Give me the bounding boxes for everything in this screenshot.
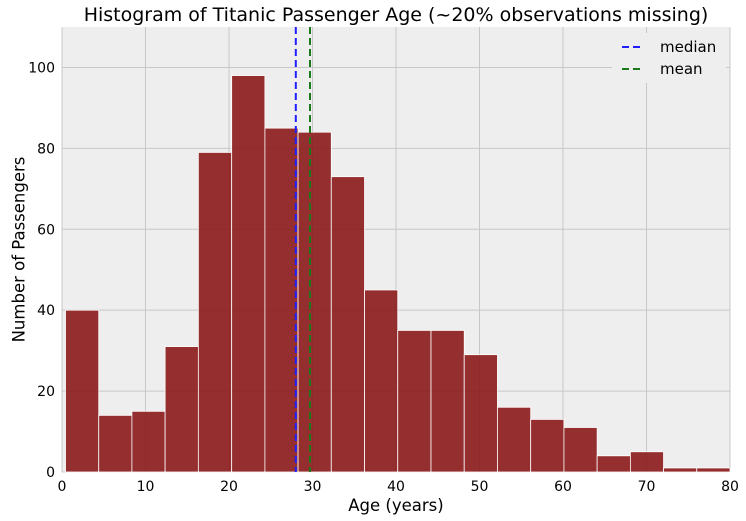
- x-tick-label: 40: [387, 479, 405, 495]
- histogram-bar: [264, 127, 299, 473]
- histogram-bar: [297, 131, 332, 473]
- histogram-bar: [98, 414, 133, 473]
- y-tick-label: 60: [37, 222, 55, 238]
- mean-legend-label: mean: [660, 60, 703, 78]
- y-axis-ticks: 0 20 40 60 80 100: [28, 60, 55, 481]
- histogram-bar: [563, 427, 598, 473]
- legend-box: [612, 33, 726, 83]
- x-tick-label: 70: [638, 479, 656, 495]
- y-axis-label: Number of Passengers: [10, 157, 29, 343]
- histogram-bar: [65, 309, 100, 473]
- histogram-bar: [463, 354, 498, 473]
- y-tick-label: 0: [46, 465, 55, 481]
- histogram-bar: [330, 176, 365, 473]
- statistic-lines: [294, 27, 311, 472]
- histogram-bar: [696, 467, 731, 473]
- histogram-bar: [131, 410, 166, 473]
- histogram-bars: [65, 75, 731, 473]
- median-legend-label: median: [660, 38, 716, 56]
- histogram-bar: [596, 455, 631, 473]
- x-tick-label: 80: [721, 479, 739, 495]
- x-tick-label: 20: [220, 479, 238, 495]
- histogram-bar: [530, 419, 565, 473]
- histogram-bar: [231, 75, 266, 473]
- x-axis-label: Age (years): [348, 496, 443, 515]
- x-tick-label: 10: [137, 479, 155, 495]
- histogram-bar: [164, 346, 199, 473]
- histogram-bar: [663, 467, 698, 473]
- histogram-bar: [430, 330, 465, 473]
- histogram-bar: [629, 451, 664, 473]
- legend: median mean: [612, 33, 726, 83]
- x-tick-label: 50: [471, 479, 489, 495]
- histogram-bar: [397, 330, 432, 473]
- y-tick-label: 100: [28, 60, 55, 76]
- x-tick-label: 60: [554, 479, 572, 495]
- histogram-bar: [197, 152, 233, 473]
- x-axis-ticks: 0 10 20 30 40 50 60 70 80: [58, 479, 739, 495]
- y-tick-label: 40: [37, 303, 55, 319]
- histogram-bar: [364, 289, 399, 473]
- x-tick-label: 30: [304, 479, 322, 495]
- chart-title: Histogram of Titanic Passenger Age (~20%…: [84, 4, 709, 26]
- y-tick-label: 20: [37, 384, 55, 400]
- y-tick-label: 80: [37, 141, 55, 157]
- x-tick-label: 0: [58, 479, 67, 495]
- histogram-bar: [497, 406, 532, 473]
